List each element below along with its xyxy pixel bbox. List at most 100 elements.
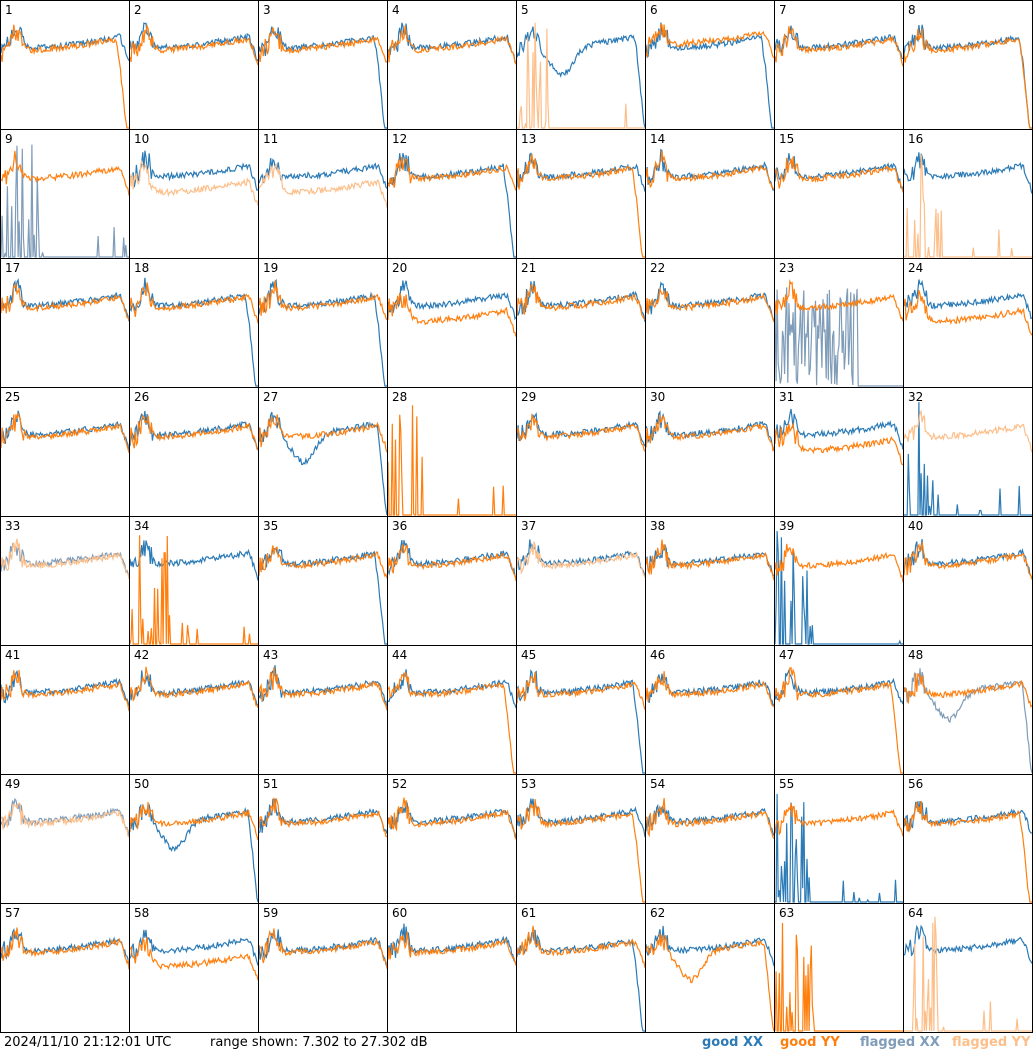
- panel-label: 49: [5, 777, 21, 791]
- panel-plot-38: [646, 539, 774, 581]
- series-xx: [130, 929, 258, 966]
- panel-label: 43: [263, 648, 279, 662]
- panel-plot-53: [517, 798, 645, 903]
- series-xx: [130, 803, 258, 903]
- series-yy: [259, 414, 387, 453]
- panel-label: 8: [908, 3, 916, 17]
- panel-label: 35: [263, 519, 279, 533]
- series-yy: [517, 283, 645, 320]
- series-xx: [517, 539, 645, 577]
- series-xx: [904, 401, 1032, 516]
- series-xx: [904, 152, 1032, 194]
- panel-5: 5: [516, 0, 645, 129]
- series-xx: [130, 540, 258, 581]
- panel-19: 19: [258, 258, 387, 387]
- panel-plot-33: [1, 538, 129, 580]
- series-yy: [388, 156, 516, 191]
- panel-label: 10: [134, 132, 150, 146]
- panel-29: 29: [516, 387, 645, 516]
- series-xx: [775, 408, 903, 450]
- panel-39: 39: [774, 516, 903, 645]
- panel-plot-61: [517, 925, 645, 1032]
- panel-60: 60: [387, 903, 516, 1032]
- panel-45: 45: [516, 645, 645, 774]
- panel-26: 26: [129, 387, 258, 516]
- panel-plot-9: [1, 144, 129, 258]
- series-xx: [517, 412, 645, 447]
- series-xx: [388, 153, 516, 258]
- panel-label: 12: [392, 132, 408, 146]
- series-xx: [775, 287, 903, 387]
- panel-32: 32: [903, 387, 1032, 516]
- series-yy: [904, 154, 1032, 258]
- series-xx: [775, 793, 903, 903]
- panel-plot-21: [517, 280, 645, 323]
- panel-50: 50: [129, 774, 258, 903]
- legend-flagged-yy: flagged YY: [952, 1035, 1031, 1050]
- panel-plot-37: [517, 539, 645, 578]
- series-yy: [517, 541, 645, 578]
- series-xx: [259, 798, 387, 834]
- panel-63: 63: [774, 903, 903, 1032]
- panel-plot-14: [646, 148, 774, 191]
- series-xx: [904, 24, 1032, 129]
- legend-good-xx: good XX: [702, 1035, 764, 1050]
- series-yy: [388, 931, 516, 966]
- panel-label: 25: [5, 390, 21, 404]
- series-yy: [259, 667, 387, 711]
- panel-55: 55: [774, 774, 903, 903]
- panel-label: 34: [134, 519, 150, 533]
- series-yy: [775, 666, 903, 774]
- series-xx: [388, 280, 516, 321]
- panel-label: 23: [779, 261, 795, 275]
- series-xx: [130, 670, 258, 706]
- panel-4: 4: [387, 0, 516, 129]
- series-yy: [646, 933, 774, 1032]
- series-xx: [388, 669, 516, 709]
- panel-plot-39: [775, 530, 903, 645]
- panel-label: 45: [521, 648, 537, 662]
- panel-31: 31: [774, 387, 903, 516]
- panel-14: 14: [645, 129, 774, 258]
- panel-25: 25: [0, 387, 129, 516]
- panel-label: 33: [5, 519, 21, 533]
- panel-56: 56: [903, 774, 1032, 903]
- panel-plot-20: [388, 280, 516, 337]
- series-yy: [517, 799, 645, 903]
- panel-plot-13: [517, 152, 645, 258]
- panel-label: 16: [908, 132, 924, 146]
- series-yy: [130, 160, 258, 206]
- panel-label: 55: [779, 777, 795, 791]
- panel-9: 9: [0, 129, 129, 258]
- panel-27: 27: [258, 387, 387, 516]
- series-xx: [904, 279, 1032, 320]
- panel-24: 24: [903, 258, 1032, 387]
- panel-plot-12: [388, 153, 516, 258]
- panel-plot-51: [259, 797, 387, 838]
- panel-59: 59: [258, 903, 387, 1032]
- panel-plot-46: [646, 671, 774, 707]
- range-text: range shown: 7.302 to 27.302 dB: [210, 1035, 428, 1050]
- panel-plot-54: [646, 798, 774, 839]
- panel-64: 64: [903, 903, 1032, 1032]
- panel-plot-24: [904, 279, 1032, 336]
- series-yy: [517, 672, 645, 710]
- panel-plot-40: [904, 539, 1032, 580]
- panel-label: 3: [263, 3, 271, 17]
- legend-flagged-xx: flagged XX: [860, 1035, 940, 1050]
- panel-8: 8: [903, 0, 1032, 129]
- panel-label: 18: [134, 261, 150, 275]
- panel-plot-10: [130, 150, 258, 206]
- panel-17: 17: [0, 258, 129, 387]
- series-yy: [130, 936, 258, 981]
- panel-2: 2: [129, 0, 258, 129]
- panel-plot-58: [130, 929, 258, 981]
- series-yy: [1, 670, 129, 712]
- panel-plot-2: [130, 22, 258, 66]
- series-xx: [259, 26, 387, 129]
- series-xx: [388, 800, 516, 839]
- series-yy: [517, 413, 645, 452]
- series-yy: [646, 539, 774, 581]
- panel-plot-34: [130, 535, 258, 645]
- panel-plot-5: [517, 22, 645, 129]
